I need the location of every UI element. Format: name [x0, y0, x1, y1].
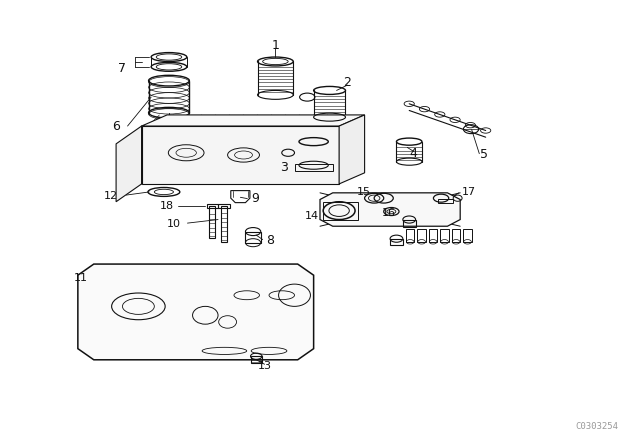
- Bar: [250, 356, 262, 363]
- Bar: [406, 229, 414, 242]
- Bar: [390, 239, 403, 246]
- Bar: [323, 202, 358, 220]
- Text: 9: 9: [251, 192, 259, 205]
- Text: 15: 15: [356, 187, 371, 197]
- Text: C0303254: C0303254: [576, 422, 619, 431]
- Polygon shape: [78, 264, 314, 360]
- Text: 7: 7: [118, 62, 127, 75]
- Text: 2: 2: [344, 76, 351, 89]
- Text: 18: 18: [160, 201, 174, 211]
- Bar: [463, 229, 472, 242]
- Text: 16: 16: [382, 208, 396, 218]
- Text: 10: 10: [166, 219, 180, 229]
- Bar: [218, 204, 230, 208]
- Text: 1: 1: [271, 39, 279, 52]
- Bar: [438, 198, 453, 203]
- Text: 11: 11: [74, 273, 88, 283]
- Bar: [429, 229, 437, 242]
- Bar: [294, 164, 333, 171]
- Bar: [207, 203, 218, 208]
- Bar: [221, 206, 227, 242]
- Text: 3: 3: [280, 161, 287, 174]
- Bar: [440, 229, 449, 242]
- Polygon shape: [339, 115, 365, 184]
- Polygon shape: [320, 193, 460, 226]
- Text: 12: 12: [104, 191, 118, 201]
- Bar: [209, 206, 216, 238]
- Text: 14: 14: [305, 211, 319, 221]
- Polygon shape: [141, 115, 365, 126]
- Bar: [452, 229, 460, 242]
- Bar: [417, 229, 426, 242]
- Text: 6: 6: [112, 121, 120, 134]
- Text: 5: 5: [481, 148, 488, 161]
- Bar: [403, 220, 415, 227]
- Polygon shape: [141, 126, 339, 184]
- Text: 4: 4: [410, 147, 418, 160]
- Bar: [246, 232, 260, 243]
- Text: 13: 13: [257, 362, 271, 371]
- Text: 17: 17: [461, 187, 476, 197]
- Polygon shape: [116, 126, 141, 202]
- Text: 8: 8: [266, 234, 275, 247]
